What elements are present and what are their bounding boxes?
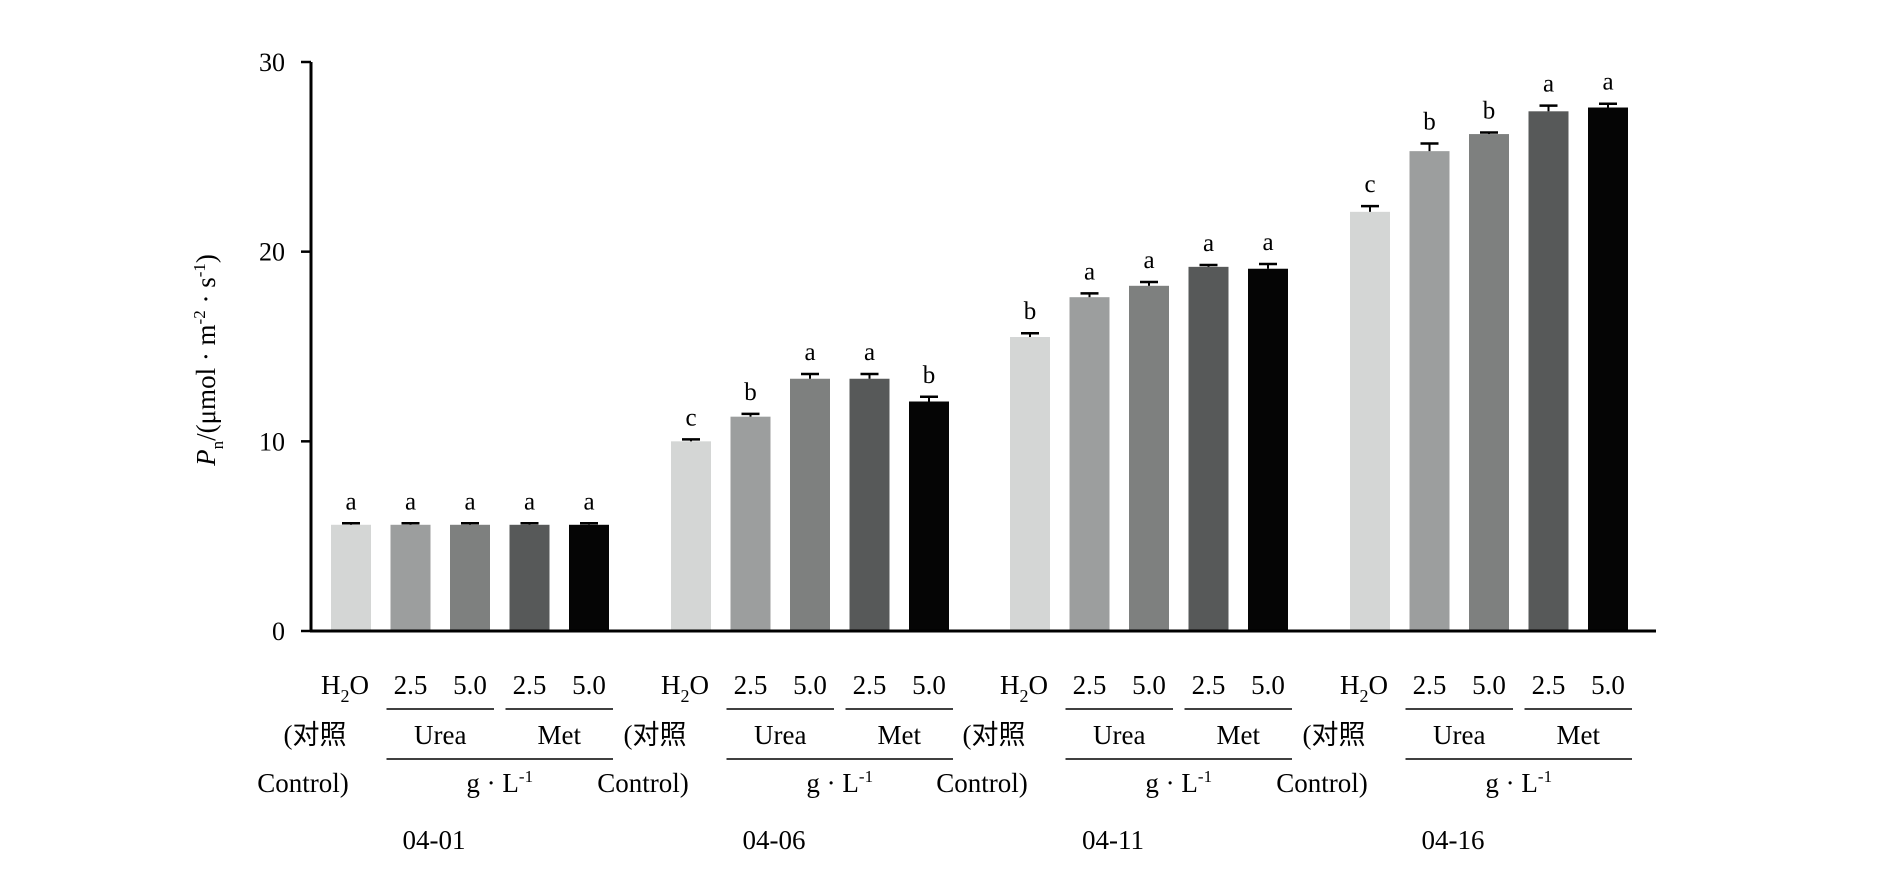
- unit-label: g · L-1: [1145, 767, 1212, 798]
- h2o-label: H2O: [661, 670, 709, 706]
- h2o-label: H2O: [1340, 670, 1388, 706]
- bar: [1409, 151, 1450, 632]
- significance-letter: b: [923, 362, 936, 389]
- bar: [1069, 297, 1110, 631]
- y-tick-label: 0: [272, 617, 285, 646]
- concentration-label: 2.5: [1192, 670, 1226, 700]
- unit-label: g · L-1: [806, 767, 873, 798]
- bar: [909, 401, 949, 631]
- bar: [1469, 134, 1509, 631]
- date-label: 04-06: [743, 825, 806, 855]
- labels-layer: a a a a a c b a a b b a a a a c b b a a H2O 2.5 5.0 2.5 5.0 (对照 Ur…: [257, 69, 1632, 855]
- met-label: Met: [538, 720, 582, 750]
- control-label-cn: (对照: [284, 720, 347, 750]
- control-label-en: Control): [597, 768, 689, 798]
- bar: [1188, 266, 1229, 631]
- control-label-en: Control): [936, 768, 1028, 798]
- urea-label: Urea: [414, 720, 466, 750]
- date-label: 04-16: [1422, 825, 1485, 855]
- concentration-label: 2.5: [734, 670, 768, 700]
- bar: [849, 378, 890, 631]
- concentration-label: 2.5: [394, 670, 428, 700]
- y-axis-title: Pn/(μmol · m-2 · s-1): [190, 254, 227, 467]
- significance-letter: a: [804, 339, 815, 366]
- control-label-cn: (对照: [1303, 720, 1366, 750]
- concentration-label: 2.5: [853, 670, 887, 700]
- significance-letter: a: [1203, 230, 1214, 257]
- bar: [509, 524, 550, 631]
- urea-label: Urea: [754, 720, 806, 750]
- concentration-label: 5.0: [572, 670, 606, 700]
- significance-letter: b: [1483, 98, 1496, 125]
- y-tick-label: 30: [259, 48, 285, 77]
- significance-letter: a: [1543, 71, 1554, 98]
- bar: [390, 524, 431, 631]
- urea-label: Urea: [1093, 720, 1145, 750]
- date-label: 04-01: [403, 825, 466, 855]
- significance-letter: a: [864, 339, 875, 366]
- significance-letter: a: [1084, 258, 1095, 285]
- y-tick-label: 10: [259, 427, 285, 456]
- significance-letter: a: [583, 488, 594, 515]
- h2o-label: H2O: [321, 670, 369, 706]
- significance-letter: a: [405, 488, 416, 515]
- significance-letter: c: [1364, 171, 1375, 198]
- y-tick-label: 20: [259, 238, 285, 267]
- bar: [1528, 111, 1569, 631]
- concentration-label: 2.5: [1532, 670, 1566, 700]
- control-label-cn: (对照: [963, 720, 1026, 750]
- concentration-label: 5.0: [1472, 670, 1506, 700]
- bar: [671, 441, 711, 631]
- date-label: 04-11: [1082, 825, 1144, 855]
- significance-letter: a: [464, 488, 475, 515]
- bar: [450, 524, 490, 631]
- significance-letter: b: [1423, 109, 1436, 136]
- bar: [1248, 268, 1288, 631]
- significance-letter: a: [1602, 69, 1613, 96]
- concentration-label: 2.5: [1413, 670, 1447, 700]
- bar: [331, 524, 371, 631]
- concentration-label: 2.5: [513, 670, 547, 700]
- control-label-cn: (对照: [624, 720, 687, 750]
- h2o-label: H2O: [1000, 670, 1048, 706]
- bar: [1350, 211, 1390, 631]
- bar: [1129, 285, 1169, 631]
- significance-letter: b: [1024, 298, 1037, 325]
- concentration-label: 5.0: [1251, 670, 1285, 700]
- bar: [790, 378, 830, 631]
- bar: [1588, 107, 1628, 631]
- concentration-label: 5.0: [1591, 670, 1625, 700]
- concentration-label: 5.0: [793, 670, 827, 700]
- bar: [1010, 337, 1050, 631]
- unit-label: g · L-1: [1485, 767, 1552, 798]
- control-label-en: Control): [1276, 768, 1368, 798]
- significance-letter: a: [1262, 229, 1273, 256]
- bars-layer: [331, 102, 1628, 632]
- met-label: Met: [1217, 720, 1261, 750]
- concentration-label: 5.0: [912, 670, 946, 700]
- significance-letter: a: [524, 488, 535, 515]
- met-label: Met: [878, 720, 922, 750]
- bar: [730, 416, 771, 631]
- significance-letter: a: [345, 488, 356, 515]
- unit-label: g · L-1: [466, 767, 533, 798]
- axes-layer: 0 10 20 30: [259, 48, 1656, 646]
- concentration-label: 5.0: [1132, 670, 1166, 700]
- significance-letter: c: [685, 404, 696, 431]
- significance-letter: a: [1143, 247, 1154, 274]
- urea-label: Urea: [1433, 720, 1485, 750]
- concentration-label: 2.5: [1073, 670, 1107, 700]
- control-label-en: Control): [257, 768, 349, 798]
- significance-letter: b: [744, 379, 757, 406]
- concentration-label: 5.0: [453, 670, 487, 700]
- bar: [569, 524, 609, 631]
- met-label: Met: [1557, 720, 1601, 750]
